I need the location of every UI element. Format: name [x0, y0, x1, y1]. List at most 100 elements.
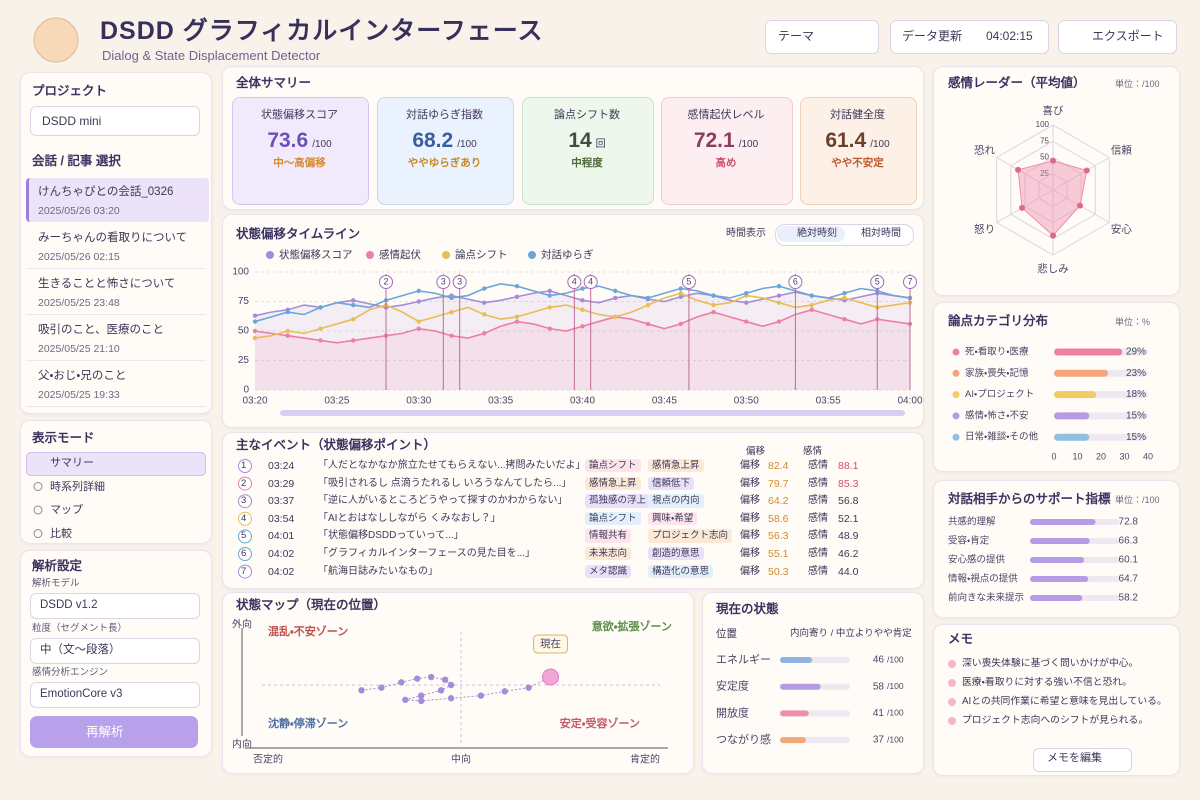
- bar: [1054, 412, 1090, 420]
- event-text: 「グラフィカルインターフェースの見た目を...」: [318, 548, 536, 559]
- conversation-title: 吸引のこと、医療のこと: [38, 324, 165, 336]
- export-button[interactable]: [1058, 20, 1177, 54]
- setting-select[interactable]: [30, 593, 200, 619]
- event-marker: [870, 275, 885, 289]
- bar-value: 58.2: [1119, 593, 1139, 604]
- memo-bullet: [948, 698, 956, 706]
- event-tag: 未来志向: [585, 547, 632, 561]
- event-marker-label: 3: [441, 276, 446, 286]
- toggle-option[interactable]: 相対時間: [861, 228, 901, 239]
- radar-label: 恐れ: [974, 144, 995, 156]
- refresh-button[interactable]: [890, 20, 1049, 54]
- legend-label: 感情起伏: [379, 249, 421, 261]
- series-point: [744, 319, 749, 324]
- bar-unit: /100: [887, 734, 904, 744]
- series-point: [809, 307, 814, 312]
- summary-card: [377, 97, 514, 205]
- event-marker-label: 3: [457, 276, 462, 286]
- chart-title: 対話相手からのサポート指標: [948, 492, 1111, 506]
- summary-card: [232, 97, 369, 205]
- series-point: [744, 300, 749, 305]
- category-dot: [952, 348, 960, 356]
- event-tag: 論点シフト: [585, 511, 641, 526]
- legend-swatch: [266, 251, 274, 259]
- event-col-label: 感情: [808, 460, 828, 471]
- setting-label: 粒度（セグメント長）: [32, 622, 128, 634]
- theme-button[interactable]: [765, 20, 879, 54]
- toggle-selected[interactable]: [777, 226, 845, 242]
- radar-point: [1050, 157, 1056, 164]
- event-emotion: 48.9: [838, 530, 859, 543]
- x-tick-label: 30: [1119, 451, 1129, 461]
- event-emotion: 46.2: [838, 548, 859, 560]
- panel: [933, 302, 1180, 472]
- event-marker: [903, 275, 917, 289]
- setting-label: 感情分析エンジン: [32, 667, 109, 678]
- event-marker-label: 4: [572, 276, 577, 286]
- event-shift: 58.6: [768, 512, 789, 525]
- memo-bullet: [948, 660, 956, 668]
- column-header: 偏移: [746, 446, 766, 457]
- bar-value: 46: [873, 655, 885, 666]
- view-mode-label: 比較: [50, 527, 72, 540]
- category-dot: [952, 369, 960, 377]
- event-tag: 構造化の意思: [648, 564, 714, 578]
- bar: [1054, 433, 1090, 441]
- memo-bullet: [948, 679, 956, 687]
- trajectory-point: [418, 692, 425, 699]
- conversation-item[interactable]: [26, 316, 206, 361]
- memo-edit-button[interactable]: [1033, 748, 1132, 772]
- series-point: [776, 319, 782, 324]
- column-header: 位置: [716, 628, 737, 640]
- trajectory-point: [501, 688, 508, 695]
- event-emotion: 44.0: [838, 565, 859, 578]
- setting-select[interactable]: [30, 682, 200, 708]
- trajectory-point: [378, 684, 385, 691]
- bar-label: 死・看取り・医療: [965, 346, 1029, 358]
- event-marker-label: 2: [383, 276, 388, 286]
- conversation-item[interactable]: [26, 270, 206, 315]
- conversation-date: 2025/05/25 19:33: [38, 389, 120, 401]
- bar-value: 72.8: [1119, 517, 1139, 528]
- series-point: [514, 283, 520, 289]
- reanalyze-button[interactable]: [30, 716, 198, 748]
- series-point: [678, 321, 683, 327]
- setting-value: 中（文〜段落）: [40, 643, 121, 656]
- section-title: 主なイベント（状態偏移ポイント）: [236, 438, 437, 452]
- trajectory-point: [418, 697, 425, 705]
- toggle-option[interactable]: 絶対時刻: [797, 228, 837, 239]
- event-number-circle: [238, 459, 252, 473]
- bar: [1030, 595, 1083, 601]
- event-col-label: 感情: [808, 548, 828, 559]
- y-tick-label: 0: [243, 385, 249, 396]
- bar-value: 58: [873, 681, 885, 692]
- bar: [1030, 519, 1096, 525]
- view-mode-item[interactable]: [26, 452, 206, 476]
- event-tag: 孤独感の浮上: [585, 494, 651, 508]
- conversation-item[interactable]: [26, 362, 206, 407]
- conversation-item[interactable]: [26, 224, 206, 269]
- series-point: [645, 295, 651, 301]
- event-col-label: 偏移: [740, 565, 760, 577]
- event-col-label: 感情: [808, 495, 828, 507]
- event-number: 1: [241, 460, 247, 471]
- conversation-title: けんちゃぴとの会話_0326: [38, 186, 174, 198]
- series-point: [744, 291, 749, 296]
- setting-select[interactable]: [30, 637, 200, 664]
- series-point: [678, 294, 683, 299]
- series-point: [514, 294, 520, 299]
- series-point: [482, 312, 487, 317]
- axis-label: 否定的: [253, 753, 283, 766]
- conversation-title: 生きることと怖さについて: [38, 278, 176, 290]
- trajectory-point: [477, 692, 485, 699]
- card-value: 72.1: [693, 129, 735, 152]
- memo-item: 医療・看取りに対する強い不信と恐れ。: [962, 677, 1132, 688]
- project-select[interactable]: [30, 106, 200, 136]
- series-point: [711, 309, 716, 315]
- export-label: エクスポート: [1092, 29, 1164, 43]
- radar-point: [1019, 204, 1026, 211]
- zone-label: 沈静・停滞ゾーン: [268, 716, 348, 730]
- radar-point: [1015, 166, 1022, 173]
- event-marker-label: 4: [588, 276, 593, 286]
- conversation-item[interactable]: [26, 178, 209, 222]
